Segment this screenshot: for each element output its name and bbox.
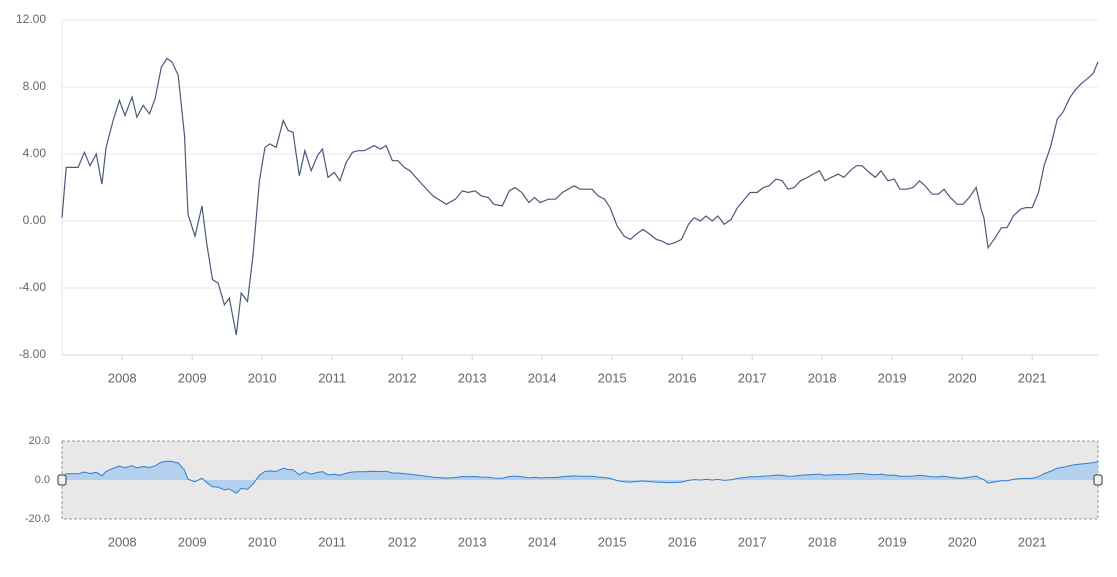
y-tick-label: 12.00 xyxy=(16,12,46,26)
x-tick-label: 2014 xyxy=(528,370,557,385)
navigator-x-tick-label: 2009 xyxy=(178,534,207,549)
navigator-line xyxy=(61,460,1099,494)
x-tick-label: 2013 xyxy=(458,370,487,385)
navigator-handle[interactable] xyxy=(57,474,67,486)
x-tick-label: 2008 xyxy=(108,370,137,385)
y-tick-label: 4.00 xyxy=(23,146,47,160)
x-tick-label: 2019 xyxy=(878,370,907,385)
x-tick-label: 2021 xyxy=(1018,370,1047,385)
navigator-y-axis: -20.0 0.0 20.0 xyxy=(25,435,50,525)
navigator-x-tick-label: 2013 xyxy=(458,534,487,549)
navigator-x-tick-label: 2008 xyxy=(108,534,137,549)
x-tick-label: 2011 xyxy=(318,370,346,385)
y-tick-label: 0.00 xyxy=(23,213,47,227)
navigator-y-tick-label: -20.0 xyxy=(25,513,50,525)
navigator-x-tick-label: 2017 xyxy=(738,534,767,549)
navigator-x-tick-label: 2016 xyxy=(668,534,697,549)
navigator-x-tick-label: 2020 xyxy=(948,534,977,549)
navigator-x-tick-label: 2018 xyxy=(808,534,837,549)
navigator-x-tick-label: 2015 xyxy=(598,534,627,549)
x-tick-label: 2009 xyxy=(178,370,207,385)
navigator-area xyxy=(62,461,1098,494)
data-line xyxy=(61,57,1099,336)
x-tick-label: 2017 xyxy=(738,370,767,385)
y-tick-label: -4.00 xyxy=(19,280,47,294)
navigator-y-tick-label: 0.0 xyxy=(35,474,50,486)
navigator-handle[interactable] xyxy=(1093,474,1103,486)
navigator-x-tick-label: 2021 xyxy=(1018,534,1047,549)
x-tick-label: 2015 xyxy=(598,370,627,385)
x-tick-label: 2020 xyxy=(948,370,977,385)
navigator-x-tick-label: 2012 xyxy=(388,534,417,549)
x-tick-label: 2018 xyxy=(808,370,837,385)
navigator-x-tick-label: 2010 xyxy=(248,534,277,549)
navigator-x-tick-label: 2011 xyxy=(318,534,346,549)
navigator-x-tick-label: 2014 xyxy=(528,534,557,549)
x-tick-label: 2010 xyxy=(248,370,277,385)
y-tick-label: 8.00 xyxy=(23,79,47,93)
navigator-x-tick-label: 2019 xyxy=(878,534,907,549)
x-tick-label: 2016 xyxy=(668,370,697,385)
y-tick-label: -8.00 xyxy=(19,347,47,361)
x-tick-label: 2012 xyxy=(388,370,417,385)
navigator-y-tick-label: 20.0 xyxy=(29,435,50,447)
